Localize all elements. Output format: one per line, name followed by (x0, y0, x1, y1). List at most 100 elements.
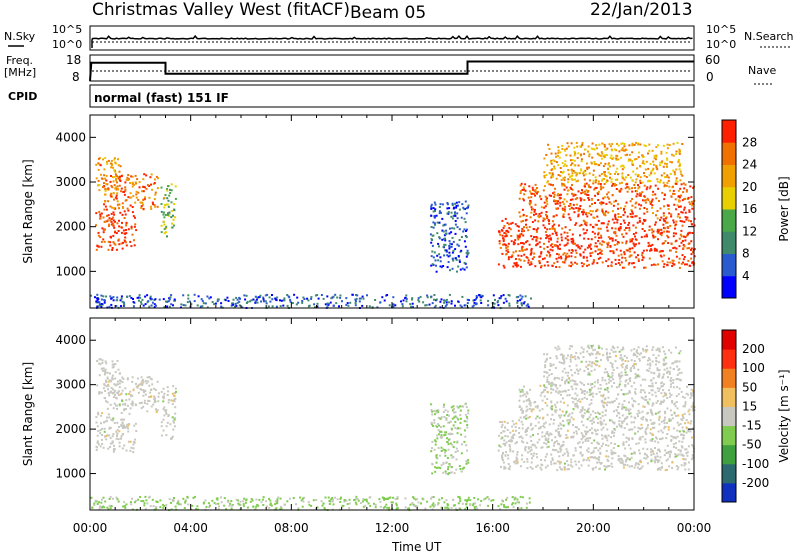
data-cell (626, 415, 629, 418)
data-cell (684, 236, 687, 239)
data-cell (587, 373, 590, 376)
data-cell (672, 142, 675, 145)
data-cell (596, 421, 599, 424)
data-cell (641, 222, 644, 225)
data-cell (569, 360, 572, 363)
data-cell (95, 300, 98, 303)
data-cell (451, 227, 454, 230)
data-cell (630, 349, 633, 352)
data-cell (146, 294, 149, 297)
data-cell (534, 265, 537, 268)
data-cell (382, 506, 385, 509)
data-cell (583, 369, 586, 372)
data-cell (97, 231, 100, 234)
data-cell (600, 359, 602, 361)
data-cell (692, 401, 695, 404)
data-cell (572, 207, 575, 210)
data-cell (145, 174, 148, 177)
data-cell (633, 426, 636, 429)
data-cell (545, 198, 548, 201)
data-cell (628, 262, 631, 264)
data-cell (675, 208, 678, 211)
data-cell (607, 455, 610, 458)
data-cell (615, 397, 618, 400)
data-cell (563, 462, 566, 465)
data-cell (209, 296, 212, 299)
data-cell (661, 384, 664, 387)
data-cell (565, 147, 568, 150)
data-cell (449, 227, 451, 230)
data-cell (434, 208, 437, 211)
data-cell (571, 412, 574, 415)
data-cell (137, 384, 140, 387)
data-cell (668, 349, 670, 352)
data-cell (609, 157, 612, 159)
data-cell (670, 451, 673, 454)
data-cell (457, 502, 460, 505)
data-cell (663, 230, 666, 233)
data-cell (529, 190, 531, 193)
data-cell (191, 504, 194, 507)
data-cell (104, 372, 107, 374)
data-cell (603, 213, 605, 216)
data-cell (555, 440, 558, 443)
data-cell (662, 358, 665, 361)
data-cell (114, 389, 116, 392)
data-cell (433, 448, 436, 451)
data-cell (641, 162, 644, 164)
data-cell (113, 383, 116, 386)
data-cell (507, 463, 510, 465)
data-cell (620, 458, 623, 461)
data-cell (551, 459, 554, 461)
data-cell (630, 359, 633, 362)
data-cell (651, 433, 654, 436)
data-cell (113, 402, 116, 405)
data-cell (552, 220, 554, 223)
data-cell (236, 301, 239, 304)
data-cell (354, 300, 357, 302)
data-cell (588, 263, 590, 266)
data-cell (163, 232, 166, 235)
data-cell (590, 442, 593, 445)
data-cell (649, 439, 652, 442)
data-cell (451, 251, 454, 254)
data-cell (576, 399, 579, 402)
data-cell (562, 213, 565, 216)
data-cell (600, 394, 603, 397)
data-cell (100, 414, 103, 417)
data-cell (525, 414, 528, 417)
data-cell (170, 399, 173, 402)
data-cell (680, 418, 683, 421)
data-cell (430, 203, 433, 206)
data-cell (611, 364, 614, 367)
data-cell (555, 177, 558, 180)
data-cell (640, 389, 643, 391)
data-cell (102, 231, 105, 234)
data-cell (571, 241, 574, 244)
data-cell (642, 199, 644, 202)
data-cell (97, 184, 100, 187)
data-cell (448, 232, 451, 235)
data-cell (162, 408, 165, 411)
data-cell (132, 451, 135, 454)
data-cell (678, 162, 681, 165)
data-cell (254, 301, 257, 304)
data-cell (512, 423, 515, 426)
data-cell (519, 184, 522, 187)
data-cell (447, 465, 450, 468)
data-cell (459, 468, 462, 470)
data-cell (546, 200, 548, 203)
data-cell (690, 394, 693, 397)
data-cell (455, 204, 458, 207)
data-cell (101, 361, 104, 364)
data-cell (120, 295, 123, 298)
data-cell (621, 359, 624, 362)
data-cell (559, 445, 562, 448)
data-cell (126, 176, 129, 179)
data-cell (570, 458, 573, 461)
data-cell (691, 444, 694, 447)
data-cell (629, 158, 632, 161)
data-cell (609, 361, 612, 364)
data-cell (217, 298, 220, 301)
data-cell (98, 210, 101, 213)
